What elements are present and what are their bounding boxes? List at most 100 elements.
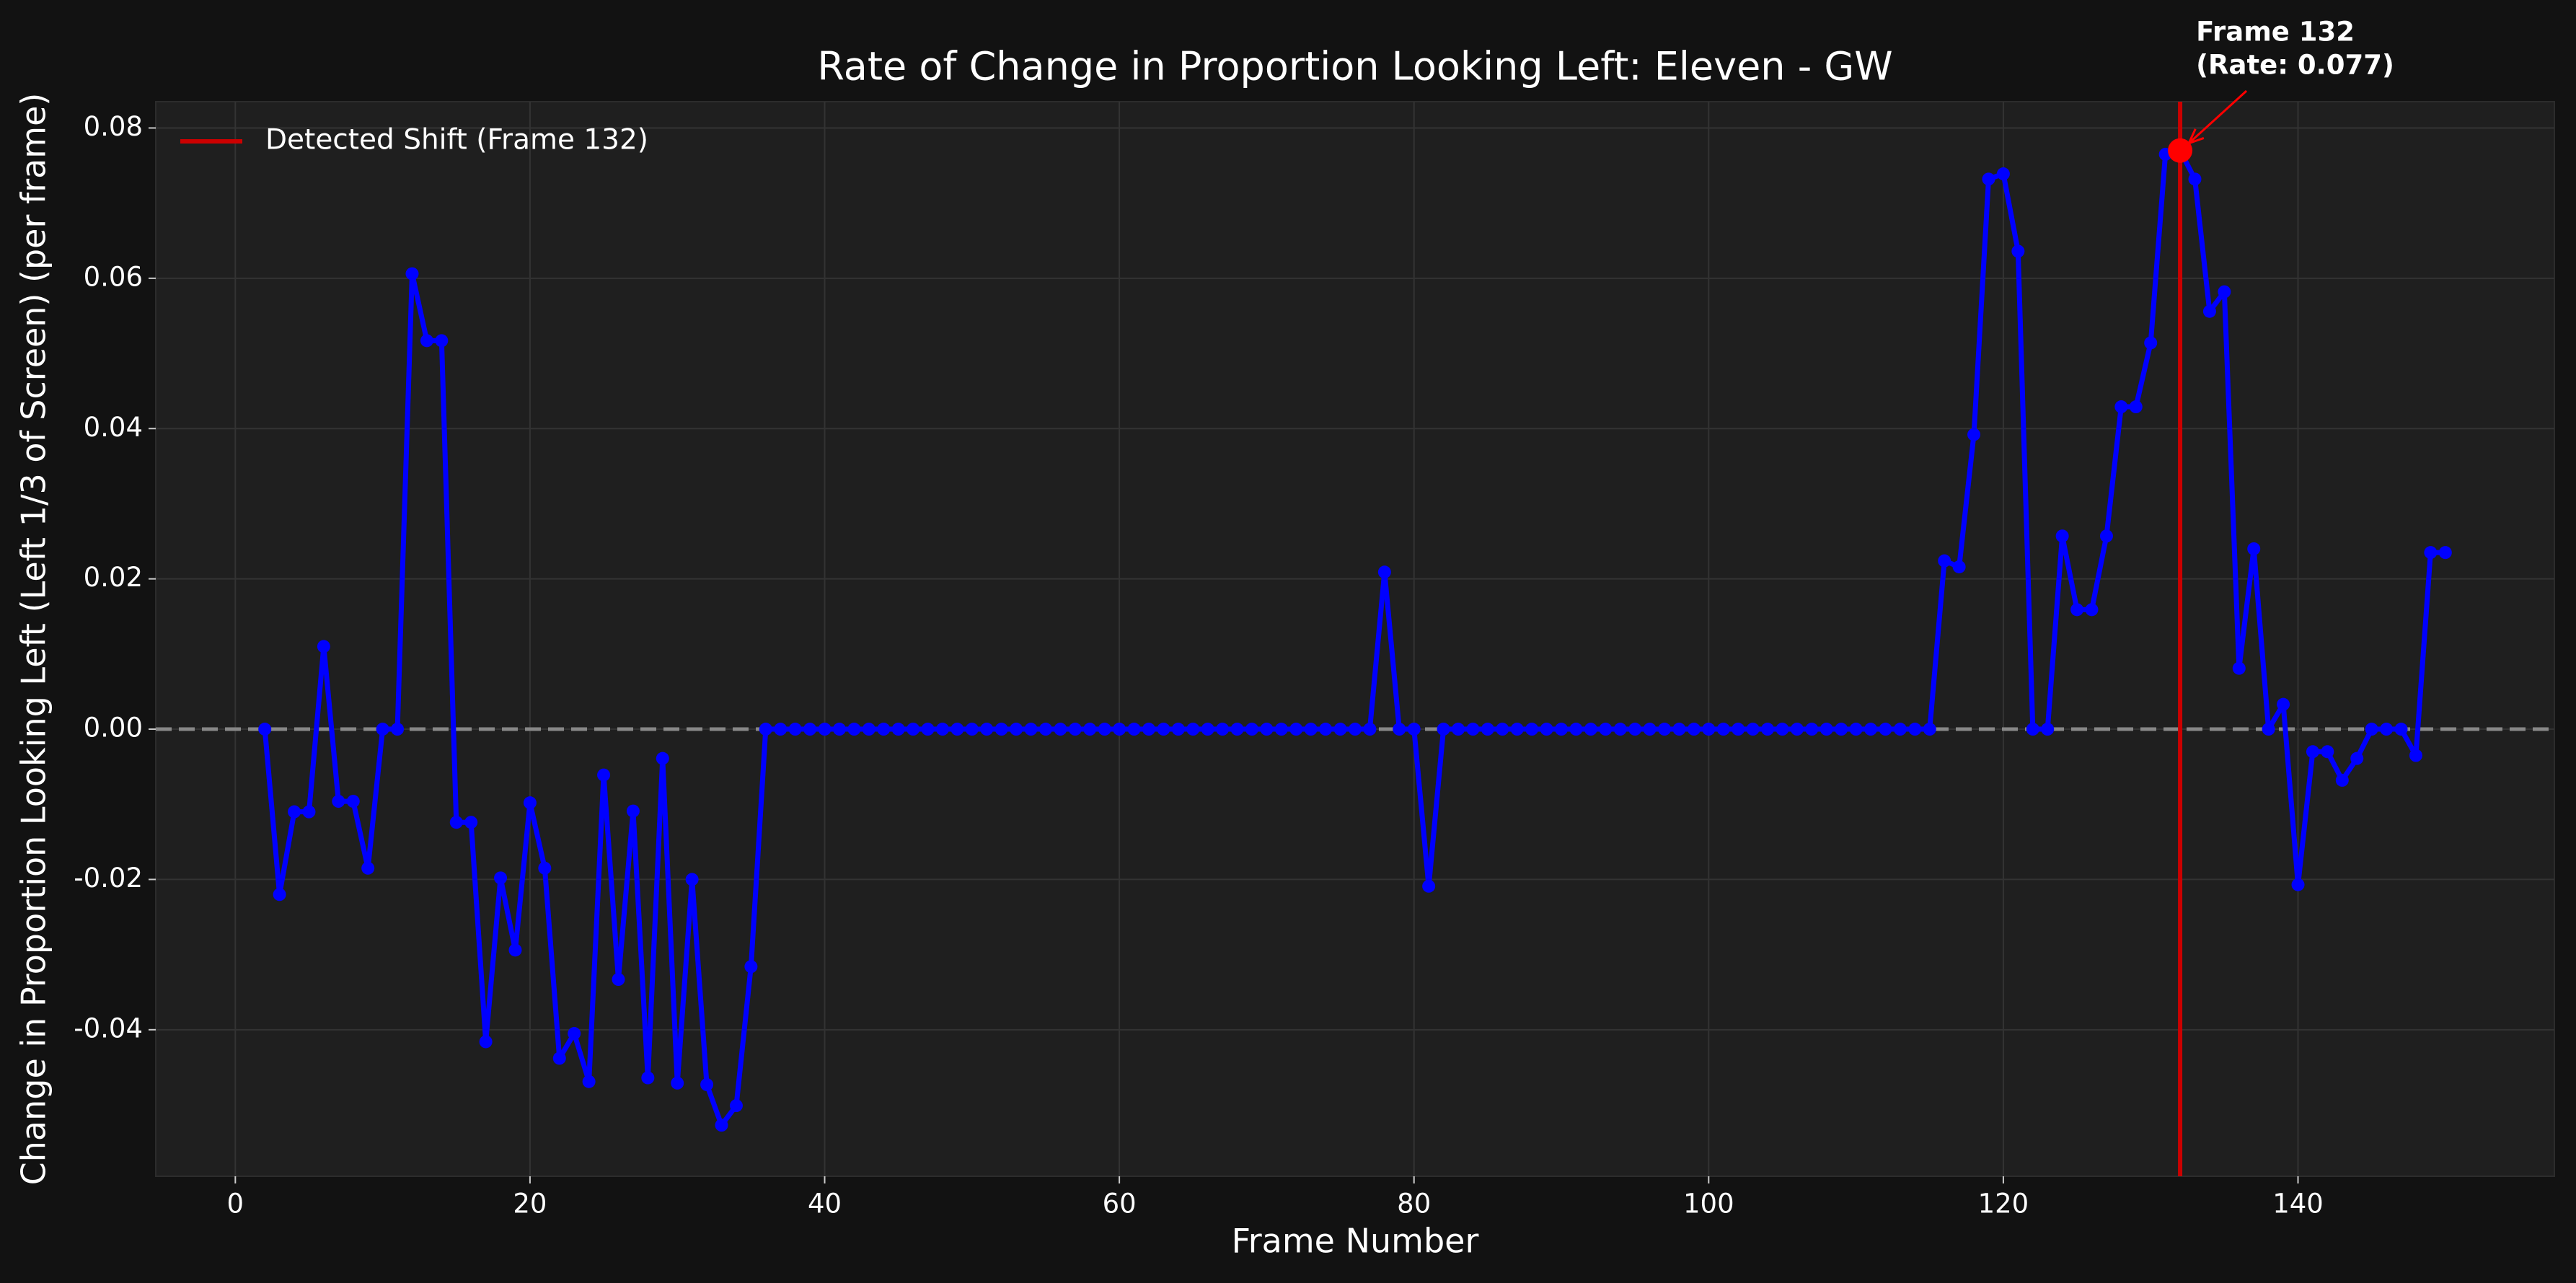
data-point — [405, 267, 419, 281]
data-point — [538, 861, 552, 875]
data-point — [317, 640, 330, 653]
data-point — [1732, 723, 1745, 736]
x-tick-label: 0 — [227, 1189, 244, 1220]
data-point — [582, 1075, 596, 1088]
y-tick-label: -0.02 — [74, 863, 143, 894]
data-point — [1672, 723, 1686, 736]
data-point — [1083, 723, 1097, 736]
data-point — [2262, 723, 2275, 736]
data-point — [1746, 723, 1760, 736]
data-point — [877, 723, 891, 736]
data-point — [2099, 529, 2113, 543]
y-tick-label: 0.00 — [84, 713, 143, 744]
data-point — [788, 723, 802, 736]
data-point — [1790, 723, 1804, 736]
data-point — [2070, 603, 2084, 617]
data-point — [1849, 723, 1863, 736]
data-point — [2380, 723, 2394, 736]
data-point — [818, 723, 832, 736]
data-point — [479, 1035, 493, 1049]
data-point — [2321, 745, 2334, 759]
data-point — [2335, 773, 2349, 787]
annotation-text: (Rate: 0.077) — [2196, 50, 2394, 81]
data-point — [1349, 723, 1362, 736]
legend-label: Detected Shift (Frame 132) — [265, 124, 648, 156]
data-point — [729, 1099, 743, 1113]
annotation-arrow — [2188, 89, 2248, 144]
data-point — [715, 1119, 728, 1132]
data-point — [1510, 723, 1524, 736]
data-point — [1245, 723, 1258, 736]
data-point — [273, 888, 286, 901]
data-point — [1393, 723, 1406, 736]
data-point — [1377, 565, 1391, 579]
data-point — [449, 816, 463, 829]
data-point — [1496, 723, 1509, 736]
data-point — [1952, 560, 1966, 573]
data-point — [1702, 723, 1716, 736]
data-point — [1864, 723, 1878, 736]
data-point — [494, 871, 508, 885]
data-point — [2306, 745, 2319, 759]
data-point — [1525, 723, 1539, 736]
data-point — [1216, 723, 1230, 736]
data-point — [1304, 723, 1318, 736]
data-point — [1142, 723, 1155, 736]
data-point — [862, 723, 875, 736]
data-point — [1038, 723, 1052, 736]
data-point — [1569, 723, 1583, 736]
data-point — [935, 723, 949, 736]
data-point — [2144, 336, 2158, 350]
data-point — [2085, 603, 2099, 617]
data-point — [1923, 723, 1936, 736]
data-point — [2011, 244, 2025, 258]
data-point — [641, 1071, 655, 1085]
data-point — [288, 805, 301, 819]
data-point — [1805, 723, 1819, 736]
data-point — [1319, 723, 1333, 736]
data-point — [2247, 542, 2261, 555]
data-point — [1893, 723, 1907, 736]
data-point — [1908, 723, 1922, 736]
data-point — [2277, 697, 2290, 711]
data-point — [994, 723, 1008, 736]
data-point — [1599, 723, 1613, 736]
annotation-text: Frame 132 — [2196, 17, 2355, 48]
data-point — [2129, 400, 2143, 414]
data-point — [1835, 723, 1848, 736]
data-point — [435, 334, 449, 348]
data-point — [671, 1076, 684, 1090]
data-point — [2409, 749, 2422, 762]
data-point — [2291, 878, 2305, 891]
chart-title: Rate of Change in Proportion Looking Lef… — [817, 44, 1892, 89]
data-point — [1996, 167, 2010, 181]
data-point — [1687, 723, 1701, 736]
data-point — [2365, 723, 2378, 736]
data-point — [464, 816, 478, 829]
data-point — [907, 723, 920, 736]
data-point — [1171, 723, 1185, 736]
data-point — [1098, 723, 1111, 736]
data-point — [1716, 723, 1730, 736]
data-point — [965, 723, 979, 736]
data-point — [1584, 723, 1597, 736]
data-point — [1452, 723, 1465, 736]
data-point — [2394, 723, 2408, 736]
data-point — [1967, 428, 1981, 441]
plot-bg — [155, 101, 2555, 1177]
annotation-arrowhead — [2187, 128, 2205, 145]
data-point — [523, 796, 537, 810]
x-axis-label: Frame Number — [1232, 1222, 1479, 1261]
highlight-point — [2168, 138, 2193, 163]
data-point — [1466, 723, 1480, 736]
data-point — [1333, 723, 1347, 736]
x-tick-label: 40 — [808, 1189, 842, 1220]
data-point — [1628, 723, 1642, 736]
data-point — [774, 723, 788, 736]
y-axis-label: Change in Proportion Looking Left (Left … — [14, 93, 53, 1186]
y-tick-label: 0.02 — [84, 562, 143, 593]
data-point — [685, 873, 699, 886]
data-point — [2041, 723, 2055, 736]
data-point — [1643, 723, 1657, 736]
